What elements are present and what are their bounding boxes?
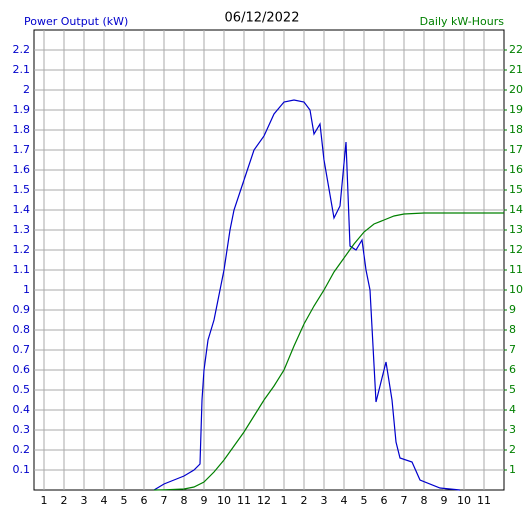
y2-tick-label: 22 — [509, 43, 523, 56]
y-tick-label: 1.1 — [13, 263, 31, 276]
x-tick-label: 9 — [201, 494, 208, 507]
series-line — [153, 99, 461, 491]
x-tick-label: 10 — [457, 494, 471, 507]
x-tick-label: 1 — [281, 494, 288, 507]
y-tick-label: 1.2 — [13, 243, 31, 256]
y-tick-label: 0.4 — [13, 403, 31, 416]
y-tick-label: 1.9 — [13, 103, 31, 116]
x-tick-label: 11 — [237, 494, 251, 507]
x-tick-label: 12 — [257, 494, 271, 507]
y-tick-label: 2 — [23, 83, 30, 96]
y2-tick-label: 16 — [509, 163, 523, 176]
y-tick-label: 1.6 — [13, 163, 31, 176]
y-tick-label: 1.5 — [13, 183, 31, 196]
y-tick-label: 0.6 — [13, 363, 31, 376]
x-tick-label: 9 — [441, 494, 448, 507]
x-tick-label: 7 — [401, 494, 408, 507]
y-tick-label: 1 — [23, 283, 30, 296]
x-tick-label: 11 — [477, 494, 491, 507]
x-tick-label: 5 — [361, 494, 368, 507]
y2-tick-label: 6 — [509, 363, 516, 376]
x-tick-label: 4 — [341, 494, 348, 507]
y2-tick-label: 3 — [509, 423, 516, 436]
y2-tick-label: 10 — [509, 283, 523, 296]
y-tick-label: 0.9 — [13, 303, 31, 316]
x-tick-label: 6 — [141, 494, 148, 507]
x-tick-label: 2 — [61, 494, 68, 507]
y-tick-label: 1.3 — [13, 223, 31, 236]
y-tick-label: 0.5 — [13, 383, 31, 396]
x-tick-label: 8 — [421, 494, 428, 507]
y-tick-label: 0.1 — [13, 463, 31, 476]
y-tick-label: 0.8 — [13, 323, 31, 336]
y-tick-label: 0.2 — [13, 443, 31, 456]
y-tick-label: 2.2 — [13, 43, 31, 56]
y2-tick-label: 20 — [509, 83, 523, 96]
plot-area — [33, 29, 505, 491]
y-tick-label: 0.7 — [13, 343, 31, 356]
y2-tick-label: 4 — [509, 403, 516, 416]
y2-tick-label: 18 — [509, 123, 523, 136]
y2-tick-label: 2 — [509, 443, 516, 456]
x-tick-label: 2 — [301, 494, 308, 507]
x-tick-label: 1 — [41, 494, 48, 507]
x-tick-label: 10 — [217, 494, 231, 507]
x-tick-label: 3 — [81, 494, 88, 507]
chart-title: 06/12/2022 — [225, 11, 300, 26]
y2-tick-label: 14 — [509, 203, 523, 216]
x-tick-label: 3 — [321, 494, 328, 507]
y2-tick-label: 1 — [509, 463, 516, 476]
y2-axis-label: Daily kW-Hours — [420, 15, 505, 28]
x-tick-label: 6 — [381, 494, 388, 507]
x-tick-label: 8 — [181, 494, 188, 507]
y2-tick-label: 21 — [509, 63, 523, 76]
y2-tick-label: 5 — [509, 383, 516, 396]
y2-tick-label: 9 — [509, 303, 516, 316]
y-tick-label: 1.4 — [13, 203, 31, 216]
y2-tick-label: 7 — [509, 343, 516, 356]
x-tick-label: 5 — [121, 494, 128, 507]
x-tick-label: 7 — [161, 494, 168, 507]
series-line — [153, 212, 504, 491]
y2-tick-label: 12 — [509, 243, 523, 256]
y2-tick-label: 19 — [509, 103, 523, 116]
y2-tick-label: 15 — [509, 183, 523, 196]
y-tick-label: 1.8 — [13, 123, 31, 136]
y2-tick-label: 8 — [509, 323, 516, 336]
y-tick-label: 2.1 — [13, 63, 31, 76]
y2-tick-label: 11 — [509, 263, 523, 276]
y2-tick-label: 13 — [509, 223, 523, 236]
y-tick-label: 1.7 — [13, 143, 31, 156]
x-tick-label: 4 — [101, 494, 108, 507]
y2-tick-label: 17 — [509, 143, 523, 156]
y-axis-label: Power Output (kW) — [24, 15, 128, 28]
y-tick-label: 0.3 — [13, 423, 31, 436]
